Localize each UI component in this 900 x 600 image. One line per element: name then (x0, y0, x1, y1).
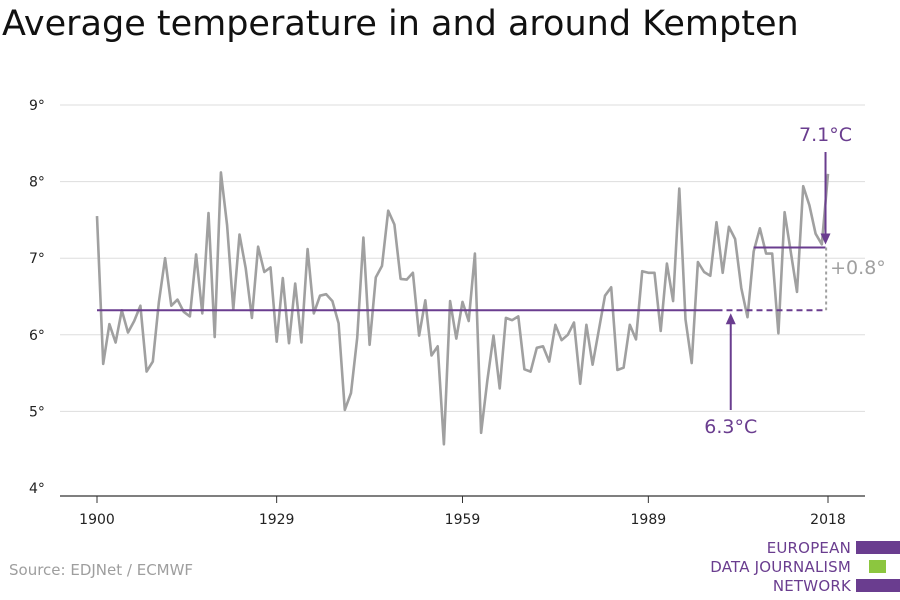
difference-label: +0.8° (830, 257, 886, 279)
logo-bar-3 (856, 579, 900, 592)
y-tick-label: 7° (29, 251, 45, 267)
x-tick-label: 1900 (79, 512, 115, 528)
source-note: Source: EDJNet / ECMWF (9, 561, 194, 579)
baseline-label: 6.3°C (704, 416, 757, 438)
gridlines (60, 104, 865, 412)
series-line (95, 171, 830, 446)
recent-label: 7.1°C (799, 124, 852, 146)
logo-bar-2 (869, 560, 886, 573)
y-tick-label: 9° (29, 98, 45, 114)
y-tick-label: 5° (29, 404, 45, 420)
y-tick-label: 4° (29, 481, 45, 497)
x-tick-label: 1959 (445, 512, 481, 528)
chart-title: Average temperature in and around Kempte… (2, 4, 799, 44)
series-layer (95, 171, 830, 446)
recent-arrow-head (820, 233, 831, 245)
logo-bar-1 (856, 541, 900, 554)
baseline-arrow-head (725, 313, 736, 325)
logo-line-3: NETWORK (772, 577, 851, 595)
annotations: +0.8° 6.3°C 7.1°C (97, 124, 886, 438)
x-tick-label: 2018 (810, 512, 846, 528)
logo-line-2: DATA JOURNALISM (710, 558, 851, 576)
x-tick-label: 1929 (259, 512, 295, 528)
x-tick-label: 1989 (631, 512, 667, 528)
axes: 4° 5° 6° 7° 8° 9° 1900 1929 1959 1989 2018 (29, 98, 865, 528)
edjnet-logo: EUROPEAN DATA JOURNALISM NETWORK (700, 537, 900, 597)
y-tick-label: 8° (29, 175, 45, 191)
logo-line-1: EUROPEAN (766, 539, 851, 557)
y-tick-label: 6° (29, 328, 45, 344)
